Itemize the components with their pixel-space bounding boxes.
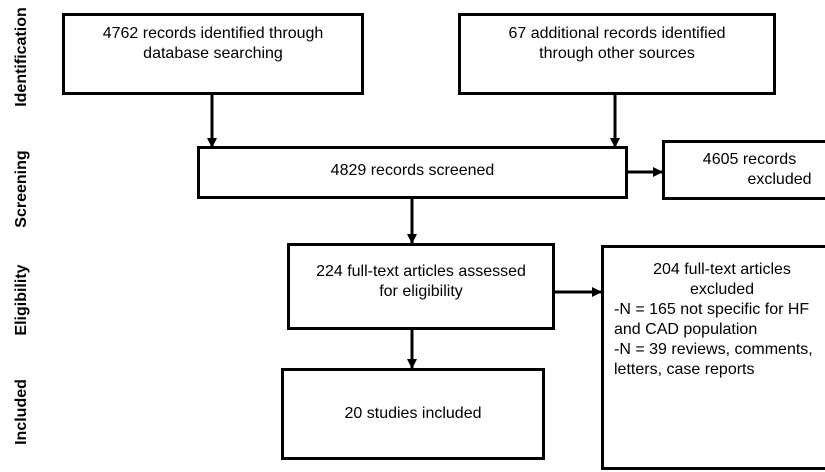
box-included-text: 20 studies included bbox=[344, 405, 482, 422]
box-database-line2: database searching bbox=[143, 45, 283, 62]
box-records-excluded: 4605 records excluded bbox=[662, 140, 825, 200]
box-fulltext-excluded-line5: -N = 39 reviews, comments, bbox=[614, 341, 813, 358]
box-other-line2: through other sources bbox=[539, 45, 695, 62]
box-fulltext-excluded: 204 full-text articles excluded -N = 165… bbox=[601, 245, 825, 470]
box-fulltext-excluded-line2: excluded bbox=[689, 281, 755, 298]
box-fulltext-excluded-line4: and CAD population bbox=[614, 321, 758, 338]
box-fulltext-excluded-line3: -N = 165 not specific for HF bbox=[614, 301, 810, 318]
box-fulltext-line1: 224 full-text articles assessed bbox=[316, 263, 526, 280]
box-other-line1: 67 additional records identified bbox=[508, 25, 726, 42]
box-fulltext-assessed: 224 full-text articles assessed for elig… bbox=[287, 243, 555, 330]
box-other-sources: 67 additional records identified through… bbox=[458, 13, 776, 95]
box-screened-text: 4829 records screened bbox=[330, 162, 495, 179]
box-records-screened: 4829 records screened bbox=[197, 146, 628, 199]
box-database-records: 4762 records identified through database… bbox=[62, 13, 364, 95]
box-fulltext-line2: for eligibility bbox=[379, 283, 463, 300]
prisma-flow-diagram: Identification Screening Eligibility Inc… bbox=[13, 7, 825, 470]
box-excluded-line1: 4605 records bbox=[702, 151, 797, 168]
flow-arrows bbox=[207, 94, 663, 369]
box-studies-included: 20 studies included bbox=[281, 368, 545, 460]
box-fulltext-excluded-line1: 204 full-text articles bbox=[653, 261, 791, 278]
box-fulltext-excluded-line6: letters, case reports bbox=[614, 361, 755, 378]
box-database-line1: 4762 records identified through bbox=[102, 25, 324, 42]
box-excluded-line2: excluded bbox=[747, 171, 812, 188]
